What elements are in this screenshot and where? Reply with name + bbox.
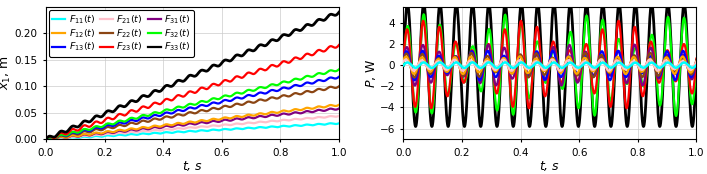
- X-axis label: $t$, s: $t$, s: [182, 159, 203, 173]
- Y-axis label: $P$, W: $P$, W: [364, 58, 378, 88]
- Legend: $F_{11}(t)$, $F_{12}(t)$, $F_{13}(t)$, $F_{21}(t)$, $F_{22}(t)$, $F_{23}(t)$, $F: $F_{11}(t)$, $F_{12}(t)$, $F_{13}(t)$, $…: [49, 10, 194, 57]
- Y-axis label: $x_1$, m: $x_1$, m: [0, 56, 13, 90]
- X-axis label: $t$, s: $t$, s: [539, 159, 561, 173]
